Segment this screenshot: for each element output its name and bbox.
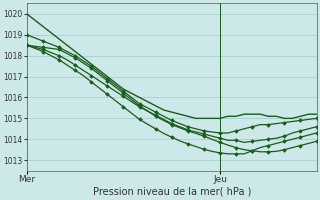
X-axis label: Pression niveau de la mer( hPa ): Pression niveau de la mer( hPa ) <box>92 187 251 197</box>
